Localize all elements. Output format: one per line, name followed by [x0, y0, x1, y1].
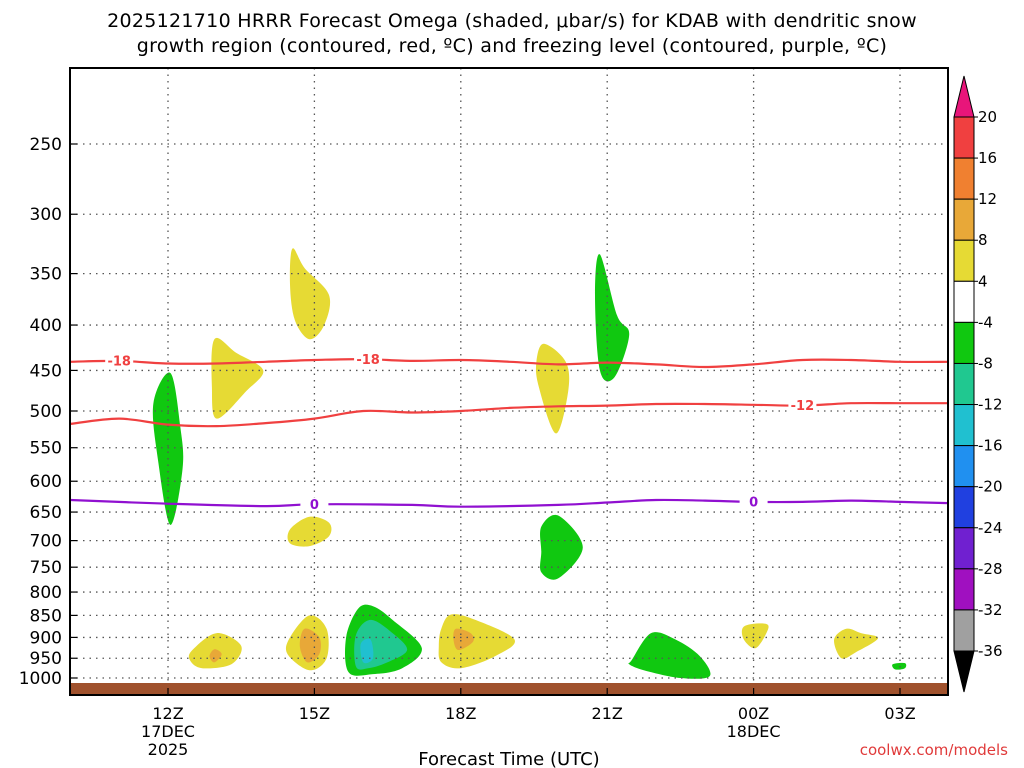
x-tick-label: 21Z — [592, 704, 623, 723]
omega-region — [834, 628, 879, 659]
colorbar-label: -20 — [978, 478, 1003, 496]
footer-url[interactable]: coolwx.com/models — [859, 741, 1008, 759]
x-tick-date: 17DEC — [141, 722, 195, 741]
omega-region — [289, 248, 331, 340]
colorbar-top-triangle — [953, 75, 975, 118]
colorbar: 20 16 12 8 4 -4 -8 -12 -16 -20 -24 -28 -32 -36 — [953, 75, 1003, 693]
colorbar-swatch — [953, 486, 975, 529]
colorbar-swatch — [953, 609, 975, 652]
colorbar-label: 12 — [978, 190, 997, 208]
y-tick-label: 850 — [30, 606, 62, 626]
colorbar-label: -24 — [978, 519, 1003, 537]
omega-shading — [152, 248, 907, 679]
colorbar-swatch — [953, 198, 975, 241]
colorbar-label: 4 — [978, 272, 988, 290]
omega-region — [741, 623, 769, 649]
x-tick-label: 18Z — [445, 704, 476, 723]
x-tick-label: 15Z — [299, 704, 330, 723]
omega-region — [595, 254, 630, 382]
ground-surface — [70, 683, 948, 695]
grid-lines — [70, 68, 948, 695]
colorbar-swatch — [953, 321, 975, 364]
omega-region — [287, 516, 332, 547]
colorbar-label: -36 — [978, 642, 1003, 660]
contour-label-bg — [105, 353, 134, 368]
colorbar-label: -4 — [978, 313, 993, 331]
y-axis: 2503003504004505005506006507007508008509… — [19, 135, 77, 689]
chart-title-line-2: growth region (contoured, red, ºC) and f… — [136, 35, 888, 57]
contour-label-bg — [354, 352, 383, 367]
y-tick-label: 650 — [30, 503, 62, 523]
colorbar-label: 8 — [978, 231, 988, 249]
contour-label-bg — [788, 398, 817, 413]
contour-line — [70, 498, 949, 508]
omega-region — [360, 638, 374, 664]
y-tick-label: 800 — [30, 583, 62, 603]
contour-label: 0 — [310, 498, 319, 513]
y-tick-label: 900 — [30, 628, 62, 648]
colorbar-swatch — [953, 157, 975, 200]
y-tick-label: 600 — [30, 472, 62, 492]
colorbar-swatch — [953, 362, 975, 406]
omega-region — [892, 662, 907, 670]
x-tick-year: 2025 — [148, 740, 189, 759]
colorbar-label: -28 — [978, 560, 1003, 578]
omega-region — [211, 337, 264, 419]
colorbar-swatch — [953, 404, 975, 447]
x-tick-label: 00Z — [738, 704, 769, 723]
contour-line — [70, 357, 949, 369]
contour-label: -12 — [791, 399, 815, 414]
contour-label: -18 — [356, 353, 380, 368]
colorbar-label: -32 — [978, 601, 1003, 619]
colorbar-label: -8 — [978, 354, 993, 372]
contour-label: -18 — [107, 354, 131, 369]
x-tick-date: 18DEC — [727, 722, 781, 741]
colorbar-swatch — [953, 527, 975, 570]
y-tick-label: 250 — [30, 135, 62, 155]
y-tick-label: 750 — [30, 558, 62, 578]
colorbar-bottom-triangle — [953, 650, 975, 693]
colorbar-label: -12 — [978, 396, 1003, 414]
y-tick-label: 700 — [30, 532, 62, 552]
colorbar-swatch — [953, 239, 975, 282]
colorbar-swatch — [953, 445, 975, 488]
plot-background — [70, 68, 948, 695]
y-tick-label: 550 — [30, 439, 62, 459]
colorbar-swatch — [953, 568, 975, 611]
chart-title-line-1: 2025121710 HRRR Forecast Omega (shaded, … — [107, 10, 917, 32]
temperature-contours: -18 -18 -12 0 0 — [70, 352, 949, 513]
omega-region — [152, 372, 184, 525]
omega-region — [540, 514, 583, 580]
y-tick-label: 950 — [30, 649, 62, 669]
x-tick-label: 03Z — [884, 704, 915, 723]
contour-label: 0 — [749, 495, 758, 510]
omega-region — [453, 628, 474, 651]
x-axis-title: Forecast Time (UTC) — [418, 749, 599, 768]
colorbar-swatch — [953, 116, 975, 159]
omega-region — [438, 614, 515, 669]
y-tick-label: 450 — [30, 361, 62, 381]
plot-frame — [69, 67, 949, 696]
colorbar-label: 16 — [978, 149, 997, 167]
x-tick-label: 12Z — [152, 704, 183, 723]
omega-region — [209, 649, 222, 663]
colorbar-swatch — [953, 280, 975, 323]
y-tick-label: 300 — [30, 205, 62, 225]
y-tick-label: 1000 — [19, 669, 62, 689]
y-tick-label: 350 — [30, 265, 62, 285]
contour-label-bg — [739, 494, 768, 509]
y-tick-label: 400 — [30, 316, 62, 336]
y-tick-label: 500 — [30, 402, 62, 422]
contour-label-bg — [300, 497, 329, 512]
omega-region — [628, 632, 711, 679]
omega-region — [535, 343, 570, 434]
colorbar-label: -16 — [978, 437, 1003, 455]
colorbar-label: 20 — [978, 108, 997, 126]
